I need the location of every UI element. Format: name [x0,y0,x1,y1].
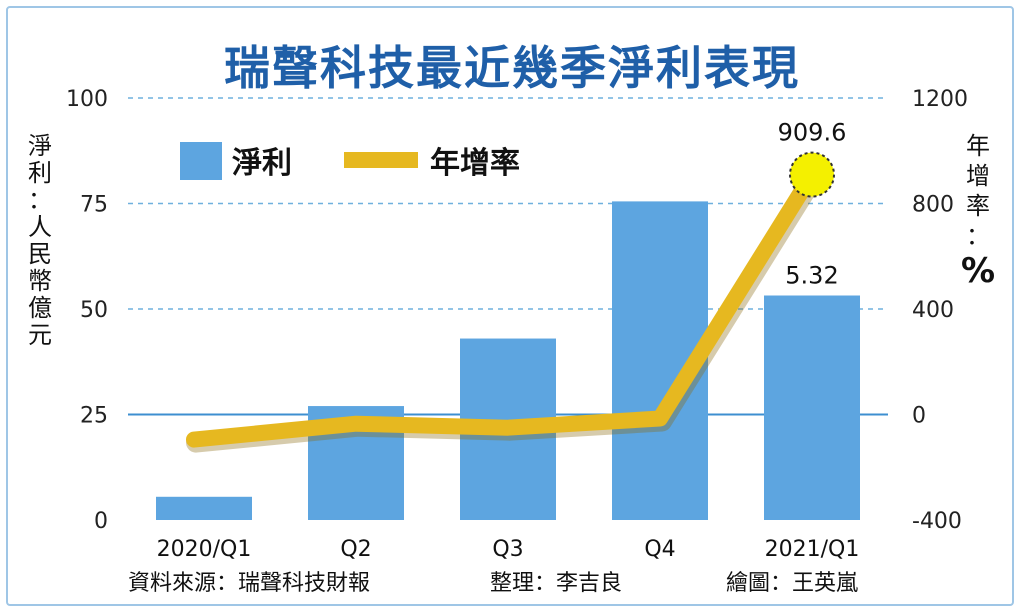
y2-tick-label: 400 [912,298,954,323]
source-credit: 繪圖：王英嵐 [726,571,858,596]
y2-tick-label: 800 [912,193,954,218]
y2-tick-label: 1200 [912,87,968,112]
y2-axis-title: 年增率：% [961,132,995,291]
chart-title: 瑞聲科技最近幾季淨利表現 [224,41,800,95]
y-axis-title: 淨利：人民幣億元 [28,132,52,349]
highlight-point [789,151,835,198]
line-series [186,151,835,453]
x-axis-labels: 2020/Q1 Q2 Q3 Q4 2021/Q1 [157,537,860,562]
x-tick-label: 2020/Q1 [157,537,252,562]
y-axis-title: 淨利：人民幣億元 [28,132,52,349]
legend-swatch-bar [180,142,222,180]
data-label: 5.32 [785,261,838,289]
line-point [659,417,661,420]
right-axis: -400 0 400 800 1200 [912,87,968,534]
data-labels: 5.32 909.6 [778,119,847,290]
bar [764,295,860,520]
y-tick-label: 100 [66,87,108,112]
source-credits: 資料來源：瑞聲科技財報 整理：李吉良 繪圖：王英嵐 [128,571,858,596]
y-tick-label: 50 [80,298,108,323]
source-credit: 整理：李吉良 [490,571,622,596]
legend-swatch-line [344,152,418,168]
x-tick-label: Q3 [492,537,523,562]
legend-label: 年增率 [430,146,520,181]
x-tick-label: Q4 [644,537,675,562]
y-tick-label: 0 [94,509,108,534]
y2-tick-label: -400 [912,509,962,534]
bar [156,496,252,520]
line-point [355,422,357,425]
bar-series [156,201,860,520]
line-point [193,438,195,441]
line-point [507,426,509,429]
y2-tick-label: 0 [912,404,926,429]
y-tick-label: 25 [80,404,108,429]
legend-label: 淨利 [232,146,292,181]
source-credit: 資料來源：瑞聲科技財報 [128,571,370,596]
y-tick-label: 75 [80,193,108,218]
x-tick-label: Q2 [340,537,371,562]
x-tick-label: 2021/Q1 [765,537,860,562]
data-label: 909.6 [778,119,847,147]
left-axis: 0 25 50 75 100 [66,87,108,534]
legend: 淨利 年增率 [180,142,520,181]
y2-axis-title: 年增率：% [961,132,995,291]
chart-frame: 瑞聲科技最近幾季淨利表現 0 25 50 75 100 -400 0 400 800 1200 … [6,6,1014,606]
